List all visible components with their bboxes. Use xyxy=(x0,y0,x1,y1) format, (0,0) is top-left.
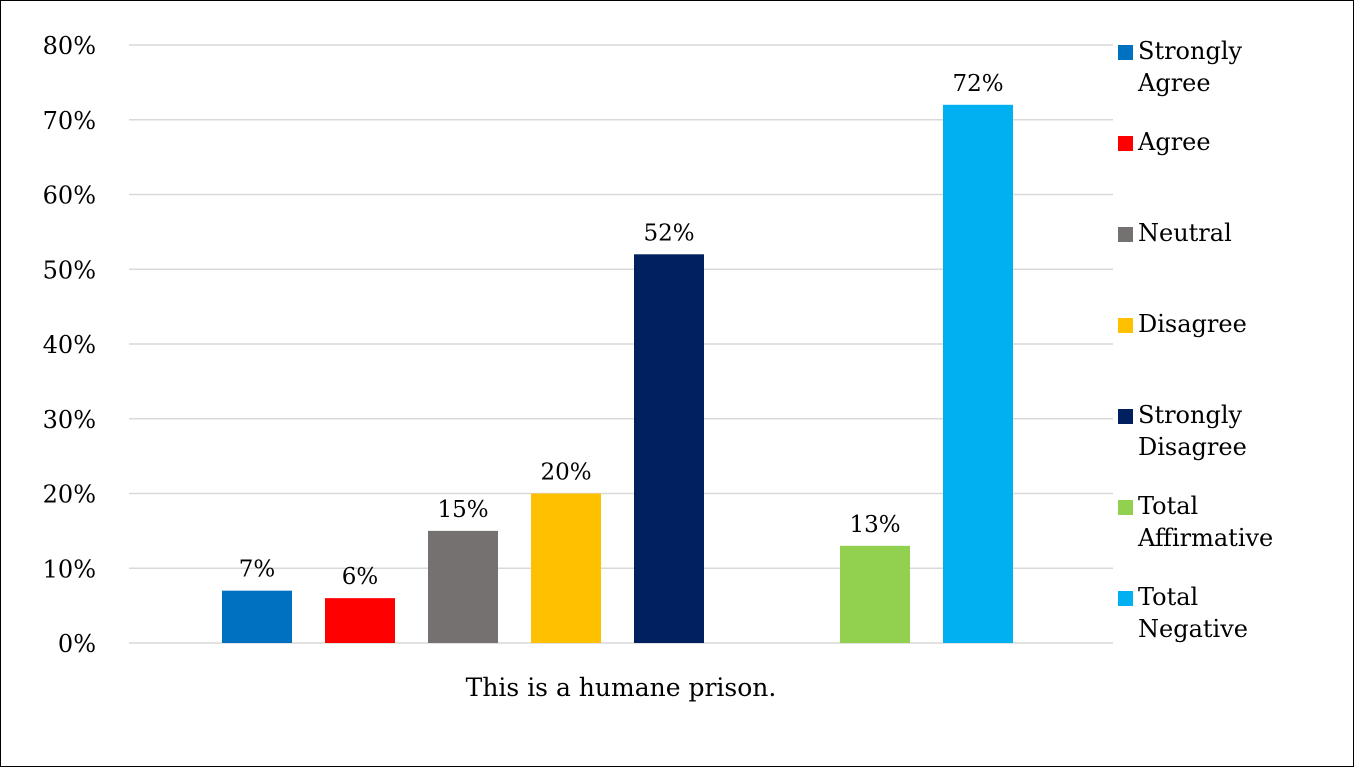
bars xyxy=(222,104,1013,644)
data-label-agree: 6% xyxy=(342,564,379,590)
y-tick-label: 20% xyxy=(43,481,96,509)
y-tick-label: 10% xyxy=(43,555,96,583)
legend-swatch xyxy=(1118,318,1133,333)
y-tick-label: 80% xyxy=(43,32,96,60)
data-label-total-negative: 72% xyxy=(952,71,1003,97)
legend: StronglyAgreeAgreeNeutralDisagreeStrongl… xyxy=(1118,37,1273,643)
legend-item-strongly-disagree: Strongly Disagree xyxy=(1118,401,1247,461)
y-tick-label: 0% xyxy=(58,630,96,658)
category-labels: This is a humane prison. xyxy=(466,673,777,702)
legend-label: Negative xyxy=(1138,615,1248,643)
bar-agree xyxy=(325,598,395,643)
gridlines xyxy=(129,44,1113,644)
data-label-total-affirmative: 13% xyxy=(849,512,900,538)
legend-label: Disagree xyxy=(1138,310,1247,338)
data-label-strongly-agree: 7% xyxy=(239,557,276,583)
bar-neutral xyxy=(428,530,498,643)
legend-item-total-negative: Total Negative xyxy=(1118,583,1248,643)
bar-disagree xyxy=(531,493,601,643)
legend-swatch xyxy=(1118,45,1133,60)
legend-item-neutral: Neutral xyxy=(1118,219,1232,247)
legend-label: Agree xyxy=(1137,69,1211,97)
legend-label: Strongly xyxy=(1138,37,1243,65)
y-tick-label: 70% xyxy=(43,107,96,135)
bar-strongly-agree xyxy=(222,590,292,643)
data-labels: 7% 6% 15% 20% 52% 13% 72% xyxy=(239,71,1004,590)
legend-swatch xyxy=(1118,591,1133,606)
legend-swatch xyxy=(1118,500,1133,515)
legend-label: Affirmative xyxy=(1137,524,1273,552)
legend-item-disagree: Disagree xyxy=(1118,310,1247,338)
legend-item-strongly-agree: Strongly Agree xyxy=(1118,37,1243,97)
data-label-disagree: 20% xyxy=(540,460,591,486)
legend-item-total-affirmative: Total Affirmative xyxy=(1118,492,1273,552)
legend-item-agree: Agree xyxy=(1118,128,1211,156)
legend-label: Total xyxy=(1138,583,1198,611)
legend-swatch xyxy=(1118,227,1133,242)
y-tick-label: 40% xyxy=(43,331,96,359)
bar-total-affirmative xyxy=(840,545,910,643)
bar-total-negative xyxy=(943,104,1013,644)
bar-strongly-disagree xyxy=(634,254,704,644)
y-tick-label: 30% xyxy=(43,406,96,434)
y-tick-label: 60% xyxy=(43,182,96,210)
category-label: This is a humane prison. xyxy=(466,673,777,702)
legend-swatch xyxy=(1118,136,1133,151)
y-tick-label: 50% xyxy=(43,256,96,284)
data-label-strongly-disagree: 52% xyxy=(643,220,694,246)
y-axis-tick-labels: 0% 10% 20% 30% 40% 50% 60% 70% 80% xyxy=(43,32,96,658)
data-label-neutral: 15% xyxy=(437,497,488,523)
legend-label: Disagree xyxy=(1138,433,1247,461)
legend-swatch xyxy=(1118,409,1133,424)
legend-label: Agree xyxy=(1137,128,1211,156)
legend-label: Total xyxy=(1138,492,1198,520)
legend-label: Strongly xyxy=(1138,401,1243,429)
legend-label: Neutral xyxy=(1138,219,1232,247)
